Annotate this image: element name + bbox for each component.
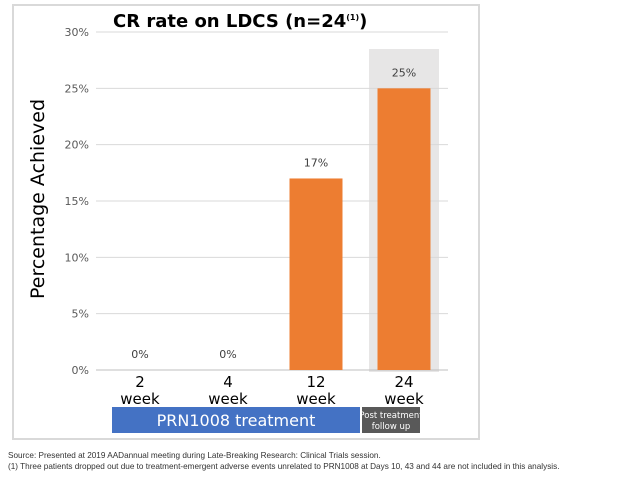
data-label: 17%: [304, 156, 328, 169]
group-label: Post treatment: [359, 411, 423, 421]
y-axis-label: Percentage Achieved: [27, 99, 49, 299]
data-labels: 0% 0% 17% 25%: [131, 66, 416, 361]
category-label: 4: [223, 373, 233, 391]
footnote-1: (1) Three patients dropped out due to tr…: [8, 462, 560, 471]
group-bar: [362, 407, 420, 433]
category-label: 24: [394, 373, 413, 391]
y-tick-label: 5%: [72, 308, 89, 321]
category-label: 2: [135, 373, 145, 391]
y-tick-label: 10%: [65, 251, 89, 264]
group-bar: [112, 407, 360, 433]
data-label: 0%: [131, 348, 148, 361]
source-note: Source: Presented at 2019 AADannual meet…: [8, 451, 381, 460]
category-label: 12: [306, 373, 325, 391]
category-label: week: [384, 390, 424, 408]
category-label: week: [120, 390, 160, 408]
y-tick-label: 25%: [65, 82, 89, 95]
group-label: PRN1008 treatment: [157, 411, 316, 430]
y-tick-label: 15%: [65, 195, 89, 208]
data-label: 0%: [219, 348, 236, 361]
data-label: 25%: [392, 66, 416, 79]
y-tick-label: 20%: [65, 139, 89, 152]
chart-frame: [12, 4, 480, 440]
group-label: follow up: [372, 422, 411, 432]
y-tick-label: 0%: [72, 364, 89, 377]
y-tick-label: 30%: [65, 26, 89, 39]
bar: [289, 178, 343, 370]
category-label: week: [296, 390, 336, 408]
chart-title: CR rate on LDCS (n=24(1)): [113, 11, 367, 32]
bar: [377, 88, 431, 370]
footnotes: Source: Presented at 2019 AADannual meet…: [8, 450, 620, 472]
y-axis-ticks: 0% 5% 10% 15% 20% 25% 30%: [65, 26, 89, 377]
category-label: week: [208, 390, 248, 408]
bars: [289, 88, 431, 370]
